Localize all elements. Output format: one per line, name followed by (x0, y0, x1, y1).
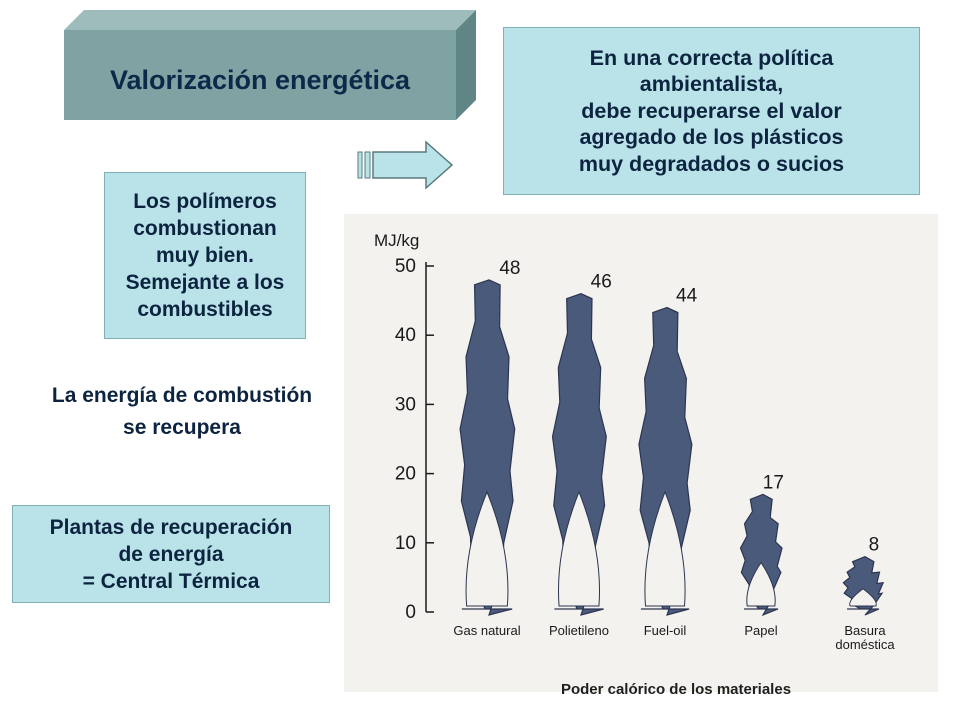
heating-value-chart: MJ/kg 0 10 20 30 40 50 48 46 44 17 8 Gas natural P… (344, 214, 938, 698)
polymers-line: Los polímeros (133, 190, 277, 213)
flame-core (465, 490, 509, 607)
policy-line: muy degradados o sucios (578, 151, 845, 176)
x-tick-label: Papel (744, 623, 777, 638)
right-arrow-icon (357, 140, 454, 190)
policy-line: debe recuperarse el valor (581, 98, 842, 123)
y-tick-label: 20 (395, 464, 416, 485)
x-tick-label: Polietileno (549, 623, 609, 638)
title-box-shape (64, 10, 476, 120)
policy-line: En una correcta política (589, 45, 834, 70)
polymers-box: Los polímeros combustionan muy bien. Sem… (104, 172, 306, 339)
title-box: Valorización energética (64, 10, 476, 120)
polymers-line: Semejante a los (125, 271, 285, 294)
policy-box: En una correcta política ambientalista, … (503, 27, 920, 195)
x-tick-label: Fuel-oil (644, 623, 687, 638)
x-tick-label: Basura (844, 623, 886, 638)
policy-line: ambientalista, (639, 72, 784, 97)
plants-box: Plantas de recuperación de energía = Cen… (12, 505, 330, 603)
flame-core (746, 561, 776, 607)
plants-line: de energía (118, 542, 224, 566)
energy-line: se recupera (123, 416, 241, 439)
energy-line: La energía de combustión (51, 384, 313, 407)
polymers-line: combustibles (137, 298, 273, 321)
y-axis-label: MJ/kg (374, 231, 419, 250)
polymers-line: combustionan (133, 217, 277, 240)
page-title: Valorización energética (109, 64, 411, 95)
plants-line: = Central Térmica (82, 569, 260, 593)
chart-caption: Poder calórico de los materiales (561, 681, 791, 698)
x-tick-label: doméstica (835, 637, 895, 652)
polymers-line: muy bien. (155, 244, 255, 267)
plants-line: Plantas de recuperación (49, 515, 293, 539)
y-tick-label: 50 (395, 256, 416, 277)
policy-line: agregado de los plásticos (579, 125, 844, 150)
energy-recovery-text: La energía de combustión se recupera (14, 380, 350, 444)
data-label: 48 (499, 258, 520, 279)
data-label: 17 (763, 472, 784, 493)
y-tick-label: 30 (395, 394, 416, 415)
flame-core (558, 490, 600, 607)
data-label: 44 (676, 286, 698, 307)
x-tick-label: Gas natural (453, 623, 520, 638)
data-label: 8 (869, 535, 880, 556)
flame-core (644, 490, 686, 607)
flame-core (849, 588, 877, 607)
y-tick-label: 40 (395, 325, 416, 346)
data-label: 46 (591, 272, 612, 293)
y-tick-label: 10 (395, 533, 416, 554)
y-tick-label: 0 (405, 602, 416, 623)
